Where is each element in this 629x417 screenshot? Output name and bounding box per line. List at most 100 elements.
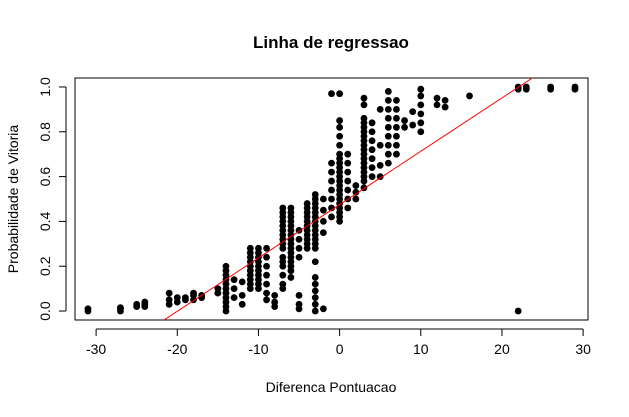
data-point bbox=[336, 90, 344, 98]
data-point bbox=[271, 298, 279, 306]
data-point bbox=[287, 204, 295, 212]
data-point bbox=[230, 276, 238, 284]
data-point bbox=[311, 294, 319, 301]
data-point bbox=[368, 119, 376, 127]
data-point bbox=[230, 285, 238, 293]
data-point bbox=[336, 150, 344, 158]
data-point bbox=[417, 119, 425, 127]
data-point bbox=[376, 105, 384, 113]
data-point bbox=[328, 168, 335, 176]
data-point bbox=[360, 114, 368, 122]
data-point bbox=[368, 155, 376, 163]
x-tick-label: 30 bbox=[575, 341, 591, 357]
data-point bbox=[393, 105, 400, 113]
plot-frame bbox=[74, 77, 589, 321]
data-point bbox=[190, 289, 197, 297]
data-point bbox=[311, 191, 319, 198]
x-tick-label: -20 bbox=[167, 341, 187, 357]
data-point bbox=[311, 274, 319, 281]
data-point bbox=[417, 101, 425, 109]
data-point bbox=[344, 159, 352, 167]
data-point bbox=[238, 300, 246, 308]
data-point bbox=[279, 280, 287, 288]
data-point bbox=[384, 97, 392, 104]
data-point bbox=[311, 280, 319, 288]
data-point bbox=[384, 150, 392, 158]
data-point bbox=[319, 305, 327, 313]
data-point bbox=[319, 206, 327, 214]
y-axis-title: Probabilidade de Vitoria bbox=[5, 125, 21, 274]
data-point bbox=[263, 253, 270, 261]
data-point bbox=[441, 103, 449, 111]
data-point bbox=[417, 128, 425, 136]
data-point bbox=[360, 101, 368, 109]
data-point bbox=[328, 159, 335, 167]
data-point bbox=[263, 244, 270, 252]
data-point bbox=[328, 204, 335, 212]
data-point bbox=[222, 262, 230, 270]
data-point bbox=[368, 173, 376, 180]
x-tick-label: 20 bbox=[494, 341, 510, 357]
data-point bbox=[173, 294, 181, 301]
data-point bbox=[328, 195, 335, 203]
data-point bbox=[384, 88, 392, 95]
data-point bbox=[352, 195, 360, 203]
regression-line bbox=[163, 78, 534, 320]
data-point bbox=[401, 117, 408, 124]
data-point bbox=[344, 204, 352, 212]
data-point bbox=[141, 298, 149, 306]
data-point bbox=[417, 85, 425, 93]
y-tick-label: 0.4 bbox=[37, 211, 53, 231]
data-point bbox=[571, 83, 579, 91]
data-point bbox=[360, 94, 368, 102]
data-point bbox=[522, 83, 530, 91]
plot-layer: -30 -20 -10 0 10 20 30 0.0 0.2 0.4 0.6 0.8 1.0 bbox=[37, 77, 591, 357]
data-point bbox=[417, 110, 425, 118]
data-point bbox=[393, 132, 400, 140]
data-point bbox=[376, 141, 384, 149]
x-tick-label: 0 bbox=[336, 341, 344, 357]
data-point bbox=[246, 244, 254, 252]
data-point bbox=[441, 97, 449, 104]
data-point bbox=[230, 294, 238, 301]
y-tick-label: 0.0 bbox=[37, 301, 53, 321]
data-point bbox=[263, 262, 270, 270]
data-point bbox=[384, 159, 392, 167]
y-tick-label: 0.2 bbox=[37, 256, 53, 276]
data-point bbox=[117, 304, 124, 312]
data-point bbox=[133, 300, 141, 308]
data-point bbox=[393, 114, 400, 122]
data-point bbox=[344, 186, 352, 194]
data-point bbox=[214, 285, 222, 293]
x-tick-label: 10 bbox=[413, 341, 429, 357]
data-point bbox=[328, 177, 335, 185]
data-point bbox=[263, 271, 270, 279]
data-point bbox=[344, 177, 352, 185]
data-point bbox=[336, 132, 344, 140]
data-point bbox=[393, 141, 400, 149]
data-point bbox=[263, 296, 270, 304]
data-point bbox=[287, 274, 295, 281]
data-point bbox=[295, 244, 303, 252]
data-point bbox=[311, 300, 319, 308]
data-point bbox=[368, 164, 376, 172]
data-point bbox=[409, 121, 417, 129]
data-point bbox=[336, 123, 344, 131]
data-point bbox=[271, 291, 279, 299]
data-point bbox=[263, 289, 270, 297]
y-tick-label: 1.0 bbox=[37, 77, 53, 97]
data-point bbox=[352, 182, 360, 189]
x-axis-title: Diferenca Pontuacao bbox=[266, 379, 397, 395]
data-point bbox=[295, 300, 303, 308]
data-point bbox=[384, 105, 392, 113]
data-point bbox=[344, 150, 352, 158]
y-tick-label: 0.8 bbox=[37, 122, 53, 142]
data-point bbox=[384, 141, 392, 149]
data-point bbox=[466, 92, 473, 100]
y-tick-label: 0.6 bbox=[37, 167, 53, 187]
data-point bbox=[328, 186, 335, 194]
data-point bbox=[328, 90, 335, 98]
data-point bbox=[368, 128, 376, 136]
data-point bbox=[279, 204, 287, 212]
